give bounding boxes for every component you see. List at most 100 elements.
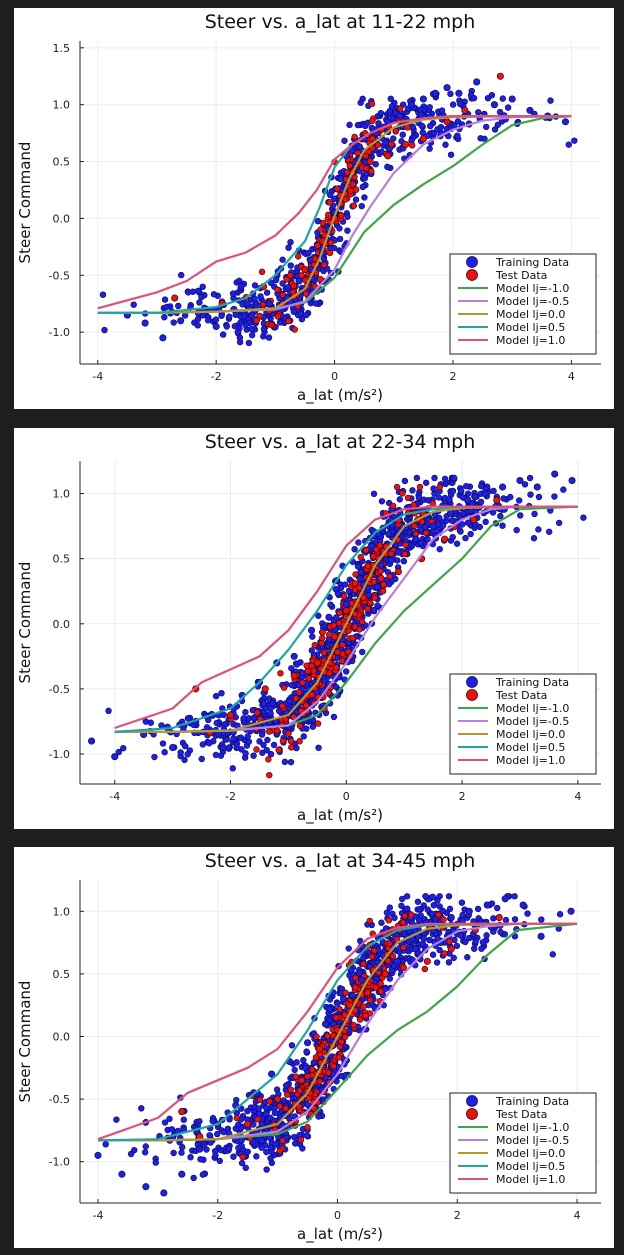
training-point [267,1144,274,1151]
training-point [215,731,222,738]
test-point [407,911,415,918]
training-point [477,498,485,506]
training-point [199,283,206,291]
training-point [430,901,437,909]
legend-label: Model lj=0.5 [496,741,565,754]
training-point [447,151,455,158]
training-point [454,118,462,125]
legend-test-marker [466,1108,478,1120]
test-point [308,662,315,670]
test-point [410,501,417,509]
test-point [315,1045,324,1053]
training-point [454,132,461,139]
test-point [392,127,399,135]
y-tick-label: 0.0 [53,618,71,631]
training-point [447,90,454,98]
training-point [330,713,338,721]
training-point [291,1066,298,1074]
training-point [297,310,305,317]
x-axis-label: a_lat (m/s²) [297,386,383,405]
test-point [341,1011,349,1018]
test-point [351,623,359,630]
legend-training-marker [466,676,478,688]
training-point [443,84,451,92]
test-point [362,546,370,554]
training-point [457,528,464,535]
test-point [295,688,303,696]
training-point [272,276,280,284]
training-point [344,213,351,220]
training-point [390,135,397,142]
test-point [351,133,358,141]
training-point [207,1139,214,1146]
series-line-6 [97,114,572,310]
training-point [336,175,345,183]
training-point [412,535,420,543]
legend-label: Test Data [495,269,547,282]
training-point [457,932,464,939]
training-point [342,668,350,675]
training-point [418,111,425,118]
test-point [364,605,371,612]
training-point [230,1153,237,1160]
training-point [304,1039,312,1047]
training-point [500,495,507,502]
test-point [373,546,380,553]
test-point [394,568,402,576]
training-point [357,568,364,575]
training-point [546,528,553,535]
test-point [287,272,294,279]
test-point [447,945,455,953]
test-point [233,1114,241,1122]
test-point [347,187,354,194]
test-point [285,317,292,325]
training-point [428,910,435,917]
test-point [350,1021,357,1029]
training-point [220,1128,228,1136]
training-point [526,106,534,114]
y-axis-label: Steer Command [16,981,34,1103]
training-point [436,545,443,553]
training-point [236,338,244,346]
training-point [422,893,429,900]
training-point [420,935,427,942]
training-point [349,992,356,999]
training-point [236,277,243,285]
x-tick-label: 0 [331,370,338,383]
test-point [283,276,290,283]
series-line-6 [114,505,578,730]
legend-training-marker [466,256,478,268]
series-test-points [178,914,503,1141]
legend-label: Model lj=-0.5 [496,295,569,308]
test-point [461,106,469,114]
test-point [282,1105,289,1112]
training-point [447,914,455,922]
series-training-points [123,78,570,342]
training-point [424,535,431,543]
training-point [345,945,352,952]
training-point [248,331,256,339]
training-point [394,548,402,556]
test-point [423,957,431,965]
training-point [527,491,534,498]
training-point [535,493,543,501]
training-point [161,1119,169,1126]
test-point [298,272,305,279]
test-point [292,1073,300,1080]
training-point [260,741,267,749]
training-point [471,493,479,501]
test-point [277,670,284,677]
training-point [267,1155,274,1162]
test-point [279,702,286,710]
test-point [341,1033,349,1041]
test-point [326,670,333,677]
test-point [302,702,310,709]
training-point [214,1130,221,1138]
test-point [305,675,313,682]
training-point [490,101,498,109]
training-point [547,97,554,104]
training-point [378,919,385,926]
test-point [274,286,281,293]
x-tick-label: 2 [459,790,466,803]
training-point [305,249,312,257]
